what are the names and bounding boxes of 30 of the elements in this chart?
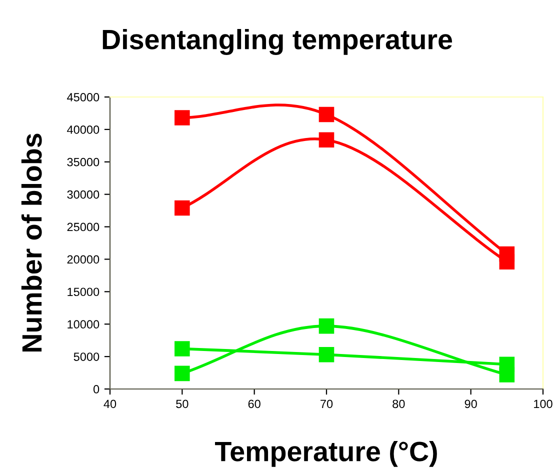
point: [174, 200, 190, 216]
point: [174, 341, 190, 356]
point: [318, 318, 334, 334]
point: [318, 132, 334, 148]
y-tick-label: 25000: [67, 222, 100, 232]
y-tick-label: 15000: [68, 288, 100, 296]
y-tick-label: 20000: [67, 255, 100, 264]
x-tick-label: 80: [392, 400, 405, 408]
y-tick-label: 0: [93, 385, 100, 394]
point: [499, 254, 515, 270]
y-tick-label: 10000: [68, 320, 100, 329]
y-tick-label: 45000: [67, 93, 100, 102]
x-axis-title: Temperature (°C): [215, 440, 437, 467]
y-tick-label: 5000: [74, 352, 100, 361]
chart-title: Disentangling temperature: [102, 28, 452, 56]
x-tick-label: 90: [464, 400, 477, 408]
point: [174, 110, 190, 126]
x-tick-label: 50: [176, 400, 188, 408]
x-tick-label: 100: [534, 400, 552, 408]
y-tick-label: 40000: [67, 125, 100, 134]
x-tick-label: 60: [248, 400, 260, 408]
point: [318, 346, 334, 362]
y-tick-label: 30000: [67, 190, 100, 199]
x-tick-label: 70: [320, 400, 333, 408]
y-tick-label: 35000: [67, 158, 100, 166]
y-axis-title: Number of blobs: [21, 134, 42, 352]
point: [499, 367, 515, 382]
point: [318, 106, 334, 122]
point: [174, 366, 190, 382]
x-tick-label: 40: [104, 400, 116, 408]
